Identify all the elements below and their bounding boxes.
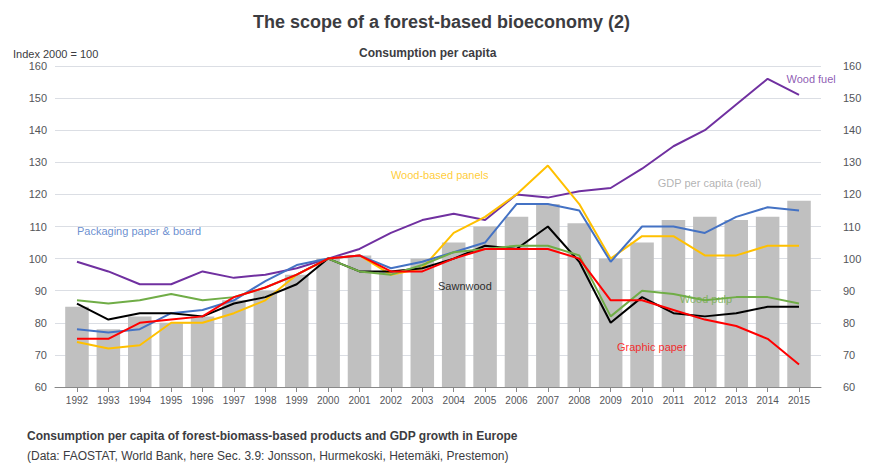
svg-text:Index 2000 = 100: Index 2000 = 100 <box>13 48 98 60</box>
svg-text:120: 120 <box>843 188 861 200</box>
svg-text:2001: 2001 <box>348 395 371 406</box>
svg-text:2010: 2010 <box>631 395 654 406</box>
svg-text:110: 110 <box>29 221 47 233</box>
svg-text:60: 60 <box>843 381 855 393</box>
svg-text:2000: 2000 <box>317 395 340 406</box>
svg-text:90: 90 <box>35 285 47 297</box>
svg-text:2012: 2012 <box>694 395 717 406</box>
svg-text:Sawnwood: Sawnwood <box>438 280 492 292</box>
svg-text:120: 120 <box>29 188 47 200</box>
svg-text:1994: 1994 <box>129 395 152 406</box>
svg-text:70: 70 <box>843 349 855 361</box>
svg-text:(Data: FAOSTAT, World Bank, he: (Data: FAOSTAT, World Bank, here Sec. 3.… <box>27 449 509 463</box>
svg-text:2009: 2009 <box>600 395 623 406</box>
svg-text:80: 80 <box>35 317 47 329</box>
svg-text:130: 130 <box>29 156 47 168</box>
svg-text:1997: 1997 <box>223 395 246 406</box>
svg-text:2004: 2004 <box>443 395 466 406</box>
svg-text:150: 150 <box>843 92 861 104</box>
svg-text:The scope of a forest-based bi: The scope of a forest-based bioeconomy (… <box>253 12 630 32</box>
svg-text:2008: 2008 <box>568 395 591 406</box>
svg-text:Wood fuel: Wood fuel <box>786 73 835 85</box>
svg-text:2003: 2003 <box>411 395 434 406</box>
svg-text:70: 70 <box>35 349 47 361</box>
svg-text:160: 160 <box>29 60 47 72</box>
svg-text:140: 140 <box>843 124 861 136</box>
svg-text:130: 130 <box>843 156 861 168</box>
svg-text:1993: 1993 <box>97 395 120 406</box>
svg-text:2013: 2013 <box>725 395 748 406</box>
svg-text:100: 100 <box>843 253 861 265</box>
svg-text:2007: 2007 <box>537 395 560 406</box>
svg-text:1998: 1998 <box>254 395 277 406</box>
svg-text:GDP per capita (real): GDP per capita (real) <box>658 177 762 189</box>
svg-text:1995: 1995 <box>160 395 183 406</box>
svg-text:Consumption per capita: Consumption per capita <box>359 46 497 60</box>
svg-text:150: 150 <box>29 92 47 104</box>
svg-text:Graphic paper: Graphic paper <box>617 341 687 353</box>
svg-text:Consumption per capita of fore: Consumption per capita of forest-biomass… <box>27 429 518 443</box>
svg-text:160: 160 <box>843 60 861 72</box>
svg-text:100: 100 <box>29 253 47 265</box>
svg-text:Wood-based panels: Wood-based panels <box>391 169 489 181</box>
svg-text:Packaging paper & board: Packaging paper & board <box>77 225 201 237</box>
svg-text:2006: 2006 <box>505 395 528 406</box>
svg-text:Wood pulp: Wood pulp <box>680 293 732 305</box>
svg-text:60: 60 <box>35 381 47 393</box>
svg-text:80: 80 <box>843 317 855 329</box>
svg-text:90: 90 <box>843 285 855 297</box>
svg-text:110: 110 <box>843 221 861 233</box>
svg-text:1992: 1992 <box>66 395 89 406</box>
svg-text:2005: 2005 <box>474 395 497 406</box>
svg-text:2015: 2015 <box>788 395 811 406</box>
svg-text:2014: 2014 <box>757 395 780 406</box>
svg-text:2002: 2002 <box>380 395 403 406</box>
svg-text:2011: 2011 <box>663 395 685 406</box>
svg-text:1996: 1996 <box>191 395 214 406</box>
svg-text:1999: 1999 <box>286 395 309 406</box>
svg-text:140: 140 <box>29 124 47 136</box>
